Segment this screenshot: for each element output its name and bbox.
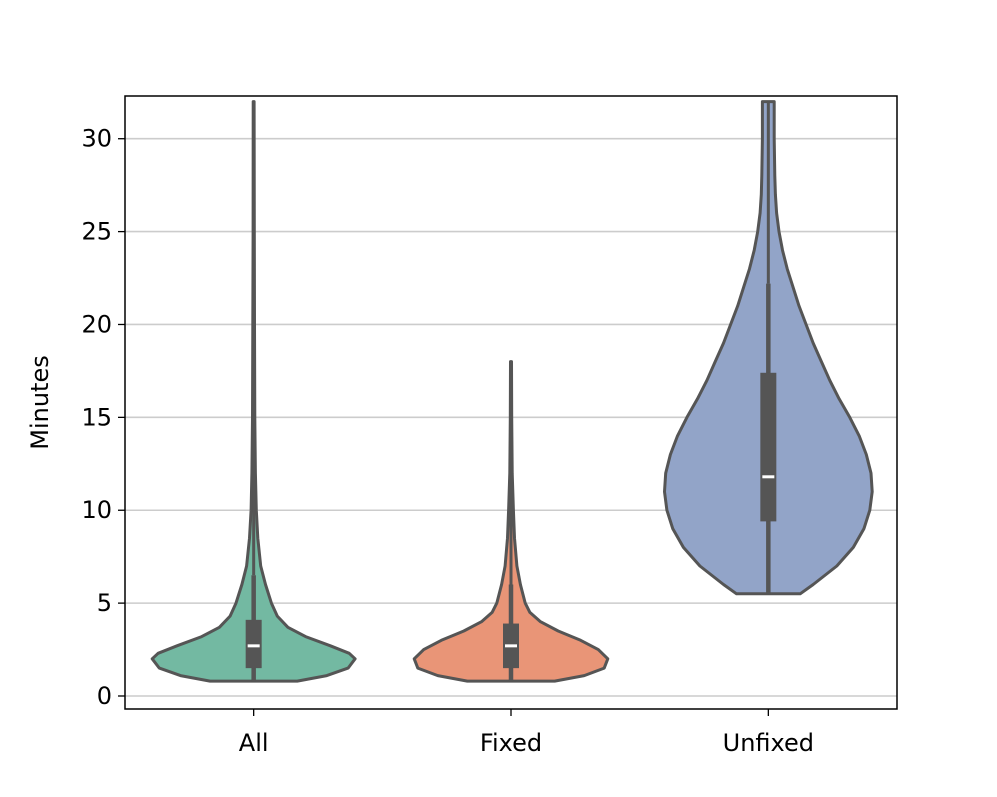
y-tick-label-30: 30 bbox=[81, 125, 112, 153]
y-axis-label: Minutes bbox=[26, 355, 54, 449]
violin-all bbox=[150, 100, 357, 683]
iqr-box-unfixed bbox=[760, 372, 777, 522]
x-tick-label-fixed: Fixed bbox=[480, 729, 542, 757]
iqr-box-all bbox=[245, 619, 262, 669]
y-tick-label-15: 15 bbox=[81, 403, 112, 431]
y-axis: 0 5 10 15 20 25 30 bbox=[81, 125, 125, 710]
y-tick-label-5: 5 bbox=[97, 589, 112, 617]
y-tick-label-10: 10 bbox=[81, 496, 112, 524]
y-tick-label-20: 20 bbox=[81, 310, 112, 338]
y-tick-label-25: 25 bbox=[81, 218, 112, 246]
x-tick-label-all: All bbox=[239, 729, 269, 757]
violin-unfixed bbox=[663, 100, 874, 596]
y-tick-label-0: 0 bbox=[97, 682, 112, 710]
violin-fixed bbox=[412, 360, 610, 683]
violins bbox=[150, 100, 874, 683]
x-axis: All Fixed Unfixed bbox=[239, 709, 814, 757]
x-tick-label-unfixed: Unfixed bbox=[723, 729, 814, 757]
